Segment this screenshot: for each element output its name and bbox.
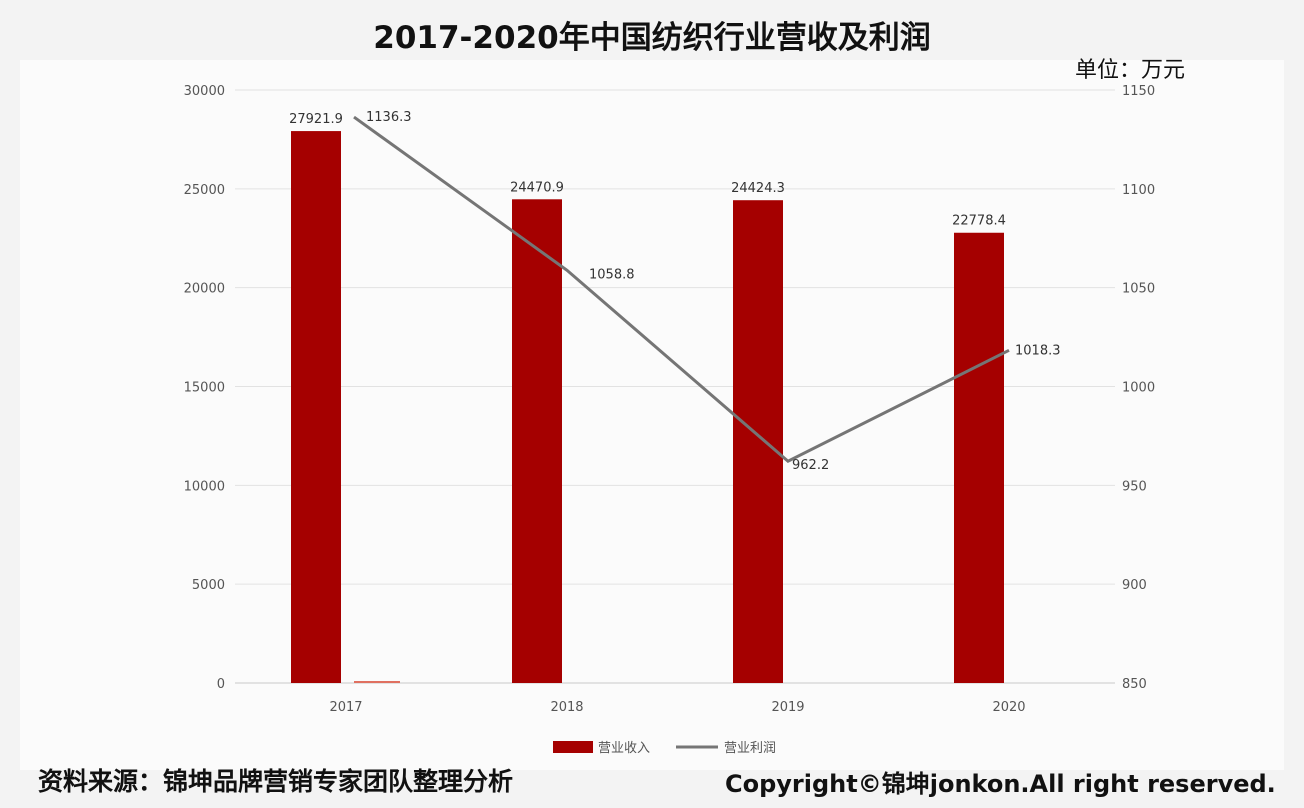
y-right-tick-label: 950	[1122, 479, 1147, 494]
y-left-tick-label: 25000	[184, 183, 225, 198]
y-right-tick-label: 1100	[1122, 183, 1155, 198]
x-tick-label: 2020	[992, 700, 1025, 715]
x-tick-label: 2017	[329, 700, 362, 715]
y-left-tick-label: 10000	[184, 479, 225, 494]
y-left-tick-label: 5000	[192, 578, 225, 593]
bar-stub	[354, 681, 400, 683]
bar-revenue	[291, 131, 341, 684]
y-right-tick-label: 900	[1122, 578, 1147, 593]
bar-data-label: 24424.3	[731, 181, 785, 196]
bar-data-label: 22778.4	[952, 214, 1006, 229]
y-right-tick-label: 1050	[1122, 282, 1155, 297]
y-left-tick-label: 15000	[184, 381, 225, 396]
bar-revenue	[733, 200, 783, 683]
chart-title: 2017-2020年中国纺织行业营收及利润	[373, 20, 931, 56]
line-data-label: 1018.3	[1015, 343, 1061, 358]
legend-label-revenue: 营业收入	[598, 741, 650, 756]
bar-data-label: 24470.9	[510, 180, 564, 195]
source-note: 资料来源：锦坤品牌营销专家团队整理分析	[38, 767, 514, 796]
line-data-label: 962.2	[792, 458, 829, 473]
y-right-tick-label: 850	[1122, 677, 1147, 692]
line-data-label: 1136.3	[366, 110, 412, 125]
x-tick-label: 2019	[771, 700, 804, 715]
bar-revenue	[512, 199, 562, 683]
bar-data-label: 27921.9	[289, 112, 343, 127]
y-left-tick-label: 20000	[184, 282, 225, 297]
legend-swatch-revenue	[553, 741, 593, 753]
unit-label: 单位：万元	[1075, 58, 1186, 83]
y-left-tick-label: 0	[217, 677, 225, 692]
y-left-tick-label: 30000	[184, 84, 225, 99]
line-data-label: 1058.8	[589, 267, 635, 282]
bar-revenue	[954, 232, 1004, 684]
x-tick-label: 2018	[550, 700, 583, 715]
line-profit	[353, 115, 1010, 464]
y-right-tick-label: 1150	[1122, 84, 1155, 99]
y-right-tick-label: 1000	[1122, 381, 1155, 396]
chart-panel	[20, 60, 1284, 770]
copyright-note: Copyright©锦坤jonkon.All right reserved.	[725, 770, 1276, 798]
legend-label-profit: 营业利润	[724, 741, 776, 756]
